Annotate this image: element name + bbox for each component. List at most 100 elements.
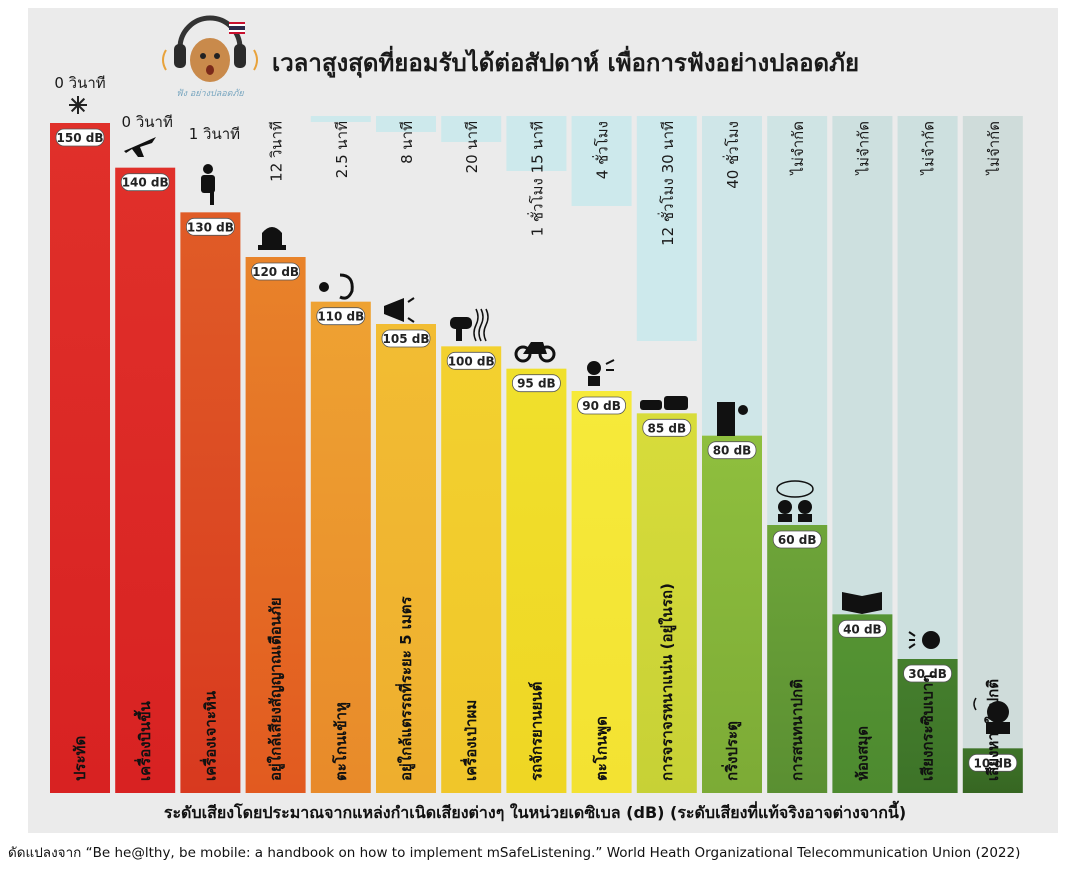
bar [832, 614, 893, 793]
time-block [962, 116, 1023, 793]
time-label: 4 ชั่วโมง [592, 121, 612, 179]
category-label: ห้องสมุด [853, 726, 872, 781]
time-label: 0 วินาที [54, 74, 105, 92]
time-block [310, 116, 371, 122]
bars: 150 dB ประทัด 140 dB เครื่องบินขึ้น 130 dB เค… [50, 123, 1023, 794]
svg-text:10 dB: 10 dB [973, 756, 1012, 770]
time-label: ไม่จำกัด [920, 121, 938, 175]
value-label: 40 dB [838, 619, 887, 638]
value-label: 120 dB [251, 262, 301, 281]
category-label: ประทัด [71, 736, 89, 781]
svg-text:150 dB: 150 dB [57, 131, 104, 145]
breathing-person-icon [973, 697, 1010, 734]
megaphone-icon [384, 297, 415, 323]
svg-text:120 dB: 120 dB [252, 265, 299, 279]
open-book-icon [842, 592, 882, 614]
value-label: 10 dB [968, 753, 1018, 772]
svg-text:60 dB: 60 dB [778, 533, 817, 547]
svg-text:95 dB: 95 dB [517, 377, 556, 391]
bar [571, 391, 632, 793]
logo-left-eye [200, 53, 206, 59]
svg-text:110 dB: 110 dB [317, 310, 364, 324]
svg-text:40 dB: 40 dB [843, 622, 882, 636]
bar [506, 368, 567, 793]
value-label: 150 dB [55, 128, 105, 147]
category-label: กริ่งประตู [721, 721, 742, 781]
bar [310, 301, 371, 793]
value-label: 60 dB [772, 530, 822, 549]
sound-wave-left [162, 49, 167, 71]
time-label: ไม่จำกัด [854, 121, 872, 175]
siren-icon [258, 227, 286, 250]
two-people-talking-icon [776, 480, 814, 522]
jackhammer-icon [201, 164, 215, 205]
value-label: 100 dB [446, 351, 496, 370]
hairdryer-icon [450, 308, 489, 342]
value-label: 90 dB [577, 396, 626, 415]
logo-caption: ฟัง อย่างปลอดภัย [176, 88, 244, 99]
time-block [636, 116, 697, 341]
svg-text:90 dB: 90 dB [582, 399, 621, 413]
svg-text:100 dB: 100 dB [448, 354, 495, 368]
headphone-right-cup [234, 44, 246, 68]
shout-ear-icon [319, 273, 354, 300]
time-label: ไม่จำกัด [985, 121, 1003, 175]
bar [441, 346, 502, 793]
time-label: 12 วินาที [268, 121, 286, 182]
bar [50, 123, 110, 793]
svg-text:80 dB: 80 dB [713, 444, 752, 458]
value-label: 30 dB [903, 664, 952, 683]
bar [245, 257, 306, 793]
category-label: ตะโกนพูด [592, 716, 612, 781]
time-label: 12 ชั่วโมง 30 นาที [657, 121, 677, 246]
time-block [441, 116, 502, 142]
time-label: 2.5 นาที [333, 121, 351, 178]
airplane-icon [124, 137, 156, 157]
svg-text:85 dB: 85 dB [647, 421, 686, 435]
whisper-icon [908, 631, 940, 649]
svg-text:140 dB: 140 dB [122, 176, 169, 190]
safe-listening-logo: ฟัง อย่างปลอดภัย [162, 15, 258, 99]
shout-icon [587, 359, 615, 386]
time-label: 1 วินาที [189, 125, 240, 143]
bar [702, 435, 762, 793]
bar [180, 212, 241, 794]
category-label: เครื่องบินขึ้น [133, 700, 154, 781]
time-label: 20 นาที [463, 121, 481, 173]
logo-mouth [206, 65, 214, 75]
source-icons [69, 96, 1010, 734]
time-label: 8 นาที [398, 121, 416, 164]
category-label: การจราจรหนาแน่น (อยู่ในรถ) [658, 583, 677, 781]
logo-right-eye [214, 53, 220, 59]
headphone-band [177, 15, 243, 49]
category-label: รถจักรยานยนต์ [527, 682, 545, 781]
sound-wave-right [253, 49, 258, 71]
time-block [571, 116, 632, 206]
category-label: เสียงกระซิบเบาๆ [919, 675, 937, 781]
cars-icon [640, 396, 688, 410]
thai-flag-icon [229, 22, 245, 34]
time-block [506, 116, 567, 171]
category-label: อยู่ใกล้เสียงสัญญาณเตือนภัย [267, 597, 286, 781]
time-label: 1 ชั่วโมง 15 นาที [526, 121, 546, 236]
door-bell-icon [717, 402, 748, 436]
x-axis-label: ระดับเสียงโดยประมาณจากแหล่งกำเนิดเสียงต่… [164, 800, 906, 822]
time-label: 0 วินาที [122, 113, 173, 131]
bar [376, 324, 436, 793]
category-label: อยู่ใกล้แตรรถที่ระยะ 5 เมตร [395, 596, 416, 781]
headphone-left-cup [174, 44, 186, 68]
bar [767, 525, 828, 793]
bar [115, 167, 176, 793]
category-label: การสนทนาปกติ [788, 679, 806, 781]
value-label: 80 dB [707, 441, 757, 460]
bar [636, 413, 697, 793]
fireworks-icon [69, 96, 87, 114]
source-credit: ดัดแปลงจาก “Be he@lthy, be mobile: a han… [8, 845, 1020, 861]
category-label: ตะโกนเข้าหู [331, 702, 351, 781]
category-label: เครื่องเป่าผม [460, 700, 480, 781]
category-label: เครื่องเจาะหิน [199, 690, 219, 781]
svg-text:30 dB: 30 dB [908, 667, 947, 681]
svg-text:130 dB: 130 dB [187, 220, 234, 234]
value-label: 130 dB [185, 217, 235, 236]
